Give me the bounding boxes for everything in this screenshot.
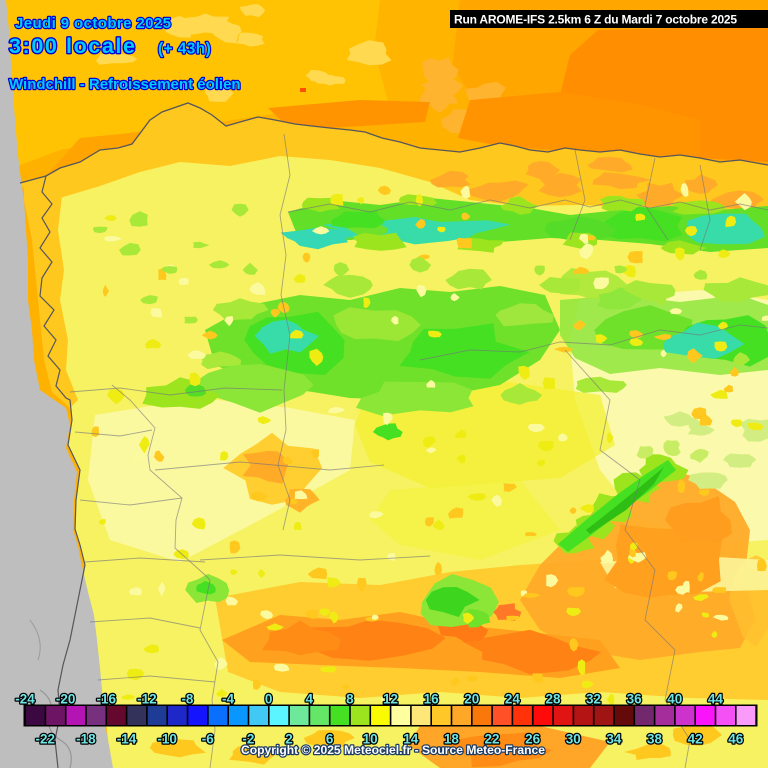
svg-text:-10: -10	[157, 732, 177, 747]
svg-text:12: 12	[383, 692, 398, 707]
svg-text:34: 34	[606, 732, 622, 747]
svg-text:Jeudi 9 octobre 2025: Jeudi 9 octobre 2025	[15, 15, 171, 32]
svg-text:Copyright © 2025 Meteociel.fr: Copyright © 2025 Meteociel.fr - Source M…	[241, 743, 545, 757]
svg-text:6: 6	[326, 732, 334, 747]
svg-text:20: 20	[464, 692, 479, 707]
svg-text:14: 14	[403, 732, 419, 747]
svg-text:18: 18	[444, 732, 460, 747]
svg-text:24: 24	[505, 692, 521, 707]
svg-text:32: 32	[586, 692, 601, 707]
svg-text:38: 38	[647, 732, 663, 747]
svg-text:2: 2	[285, 732, 293, 747]
svg-text:(+ 43h): (+ 43h)	[158, 41, 211, 58]
svg-text:-12: -12	[137, 692, 157, 707]
svg-text:22: 22	[485, 732, 500, 747]
svg-text:-2: -2	[242, 732, 254, 747]
svg-text:28: 28	[545, 692, 561, 707]
svg-text:36: 36	[627, 692, 643, 707]
svg-text:8: 8	[346, 692, 354, 707]
svg-text:-18: -18	[76, 732, 96, 747]
svg-text:-16: -16	[96, 692, 116, 707]
svg-text:0: 0	[265, 692, 273, 707]
svg-text:3:00 locale: 3:00 locale	[9, 34, 137, 58]
svg-text:42: 42	[688, 732, 703, 747]
svg-text:4: 4	[306, 692, 314, 707]
svg-text:-6: -6	[202, 732, 214, 747]
svg-text:Run AROME-IFS 2.5km 6 Z du Mar: Run AROME-IFS 2.5km 6 Z du Mardi 7 octob…	[454, 13, 737, 27]
svg-text:26: 26	[525, 732, 541, 747]
svg-text:10: 10	[363, 732, 378, 747]
svg-text:-22: -22	[36, 732, 56, 747]
svg-text:16: 16	[424, 692, 440, 707]
svg-text:Windchill - Refroissement éoli: Windchill - Refroissement éolien	[9, 76, 241, 93]
svg-text:-4: -4	[222, 692, 234, 707]
svg-text:-20: -20	[56, 692, 76, 707]
svg-text:-14: -14	[117, 732, 137, 747]
svg-text:-8: -8	[181, 692, 193, 707]
svg-text:46: 46	[728, 732, 744, 747]
svg-text:40: 40	[667, 692, 682, 707]
svg-text:-24: -24	[15, 692, 35, 707]
svg-text:44: 44	[708, 692, 724, 707]
svg-text:30: 30	[566, 732, 581, 747]
